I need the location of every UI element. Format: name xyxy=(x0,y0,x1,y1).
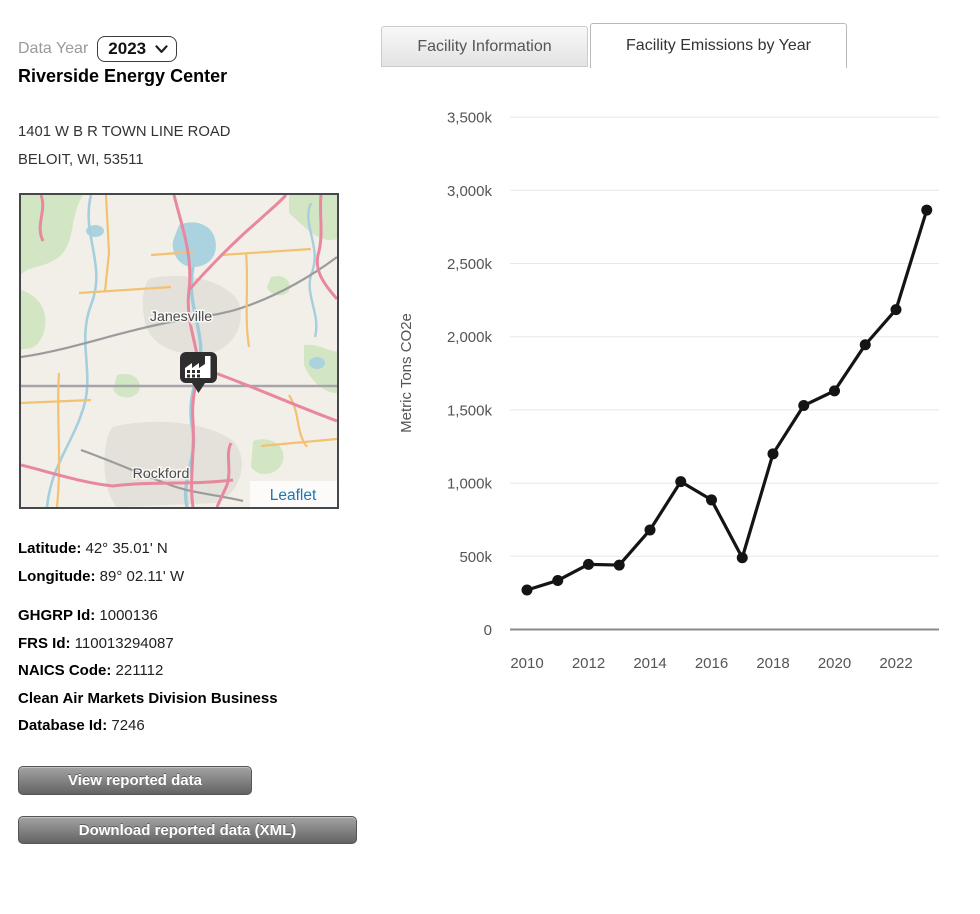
camd-id-label: Clean Air Markets Division Business Data… xyxy=(18,689,278,735)
frs-id-label: FRS Id: xyxy=(18,634,71,652)
svg-text:Metric Tons CO2e: Metric Tons CO2e xyxy=(398,313,415,433)
data-year-select-wrap: 2023 xyxy=(97,36,178,62)
ghgrp-id-value: 1000136 xyxy=(99,607,158,624)
coordinates-block: Latitude: 42° 35.01' N Longitude: 89° 02… xyxy=(18,535,184,591)
emissions-line-chart: 0 500k 1,000k 1,500k 2,000k 2,500k 3,000k 3,500… xyxy=(398,110,939,672)
map-urban-areas xyxy=(104,275,242,507)
svg-text:2018: 2018 xyxy=(756,655,789,672)
svg-text:2020: 2020 xyxy=(818,655,851,672)
view-reported-data-button[interactable]: View reported data xyxy=(18,766,252,795)
svg-text:3,500k: 3,500k xyxy=(447,110,493,127)
facility-location-map[interactable]: Janesville Rockford Leaflet xyxy=(19,193,339,509)
facility-address: 1401 W B R TOWN LINE ROAD BELOIT, WI, 53… xyxy=(18,118,230,174)
camd-id-value: 7246 xyxy=(111,717,145,734)
svg-text:2016: 2016 xyxy=(695,655,728,672)
address-line-2: BELOIT, WI, 53511 xyxy=(18,152,144,168)
identifiers-block: GHGRP Id: 1000136 FRS Id: 110013294087 N… xyxy=(18,602,318,740)
tab-facility-information-label: Facility Information xyxy=(417,37,552,55)
map-orange-roads xyxy=(21,195,337,507)
tab-facility-information[interactable]: Facility Information xyxy=(381,26,588,67)
longitude-value: 89° 02.11' W xyxy=(99,568,185,585)
address-line-1: 1401 W B R TOWN LINE ROAD xyxy=(18,124,231,140)
facility-name: Riverside Energy Center xyxy=(18,66,228,86)
naics-code-label: NAICS Code: xyxy=(18,662,112,679)
longitude-row: Longitude: 89° 02.11' W xyxy=(18,563,184,591)
latitude-value: 42° 35.01' N xyxy=(85,540,168,557)
frs-id-row: FRS Id: 110013294087 xyxy=(18,630,318,658)
svg-text:1,500k: 1,500k xyxy=(447,402,493,419)
svg-text:500k: 500k xyxy=(459,549,492,566)
svg-text:2022: 2022 xyxy=(879,655,912,672)
map-green-areas xyxy=(21,195,337,475)
data-year-row: Data Year 2023 xyxy=(18,36,178,62)
factory-marker-icon[interactable] xyxy=(180,352,217,393)
naics-code-value: 221112 xyxy=(115,662,164,679)
camd-id-row: Clean Air Markets Division Business Data… xyxy=(18,685,318,740)
svg-text:2,000k: 2,000k xyxy=(447,329,493,346)
svg-text:2,500k: 2,500k xyxy=(447,256,493,273)
frs-id-value: 110013294087 xyxy=(74,634,174,652)
tab-facility-emissions-by-year[interactable]: Facility Emissions by Year xyxy=(590,23,847,68)
svg-text:2014: 2014 xyxy=(633,655,666,672)
download-reported-data-button[interactable]: Download reported data (XML) xyxy=(18,816,357,844)
ghgrp-id-label: GHGRP Id: xyxy=(18,607,96,624)
ghgrp-id-row: GHGRP Id: 1000136 xyxy=(18,602,318,630)
data-year-select[interactable]: 2023 xyxy=(97,36,178,62)
naics-code-row: NAICS Code: 221112 xyxy=(18,657,318,685)
map-canvas: Janesville Rockford Leaflet xyxy=(21,195,337,507)
svg-text:3,000k: 3,000k xyxy=(447,183,493,200)
map-label-rockford: Rockford xyxy=(133,466,190,482)
longitude-label: Longitude: xyxy=(18,568,96,585)
latitude-label: Latitude: xyxy=(18,540,82,557)
attribution-bg xyxy=(250,481,337,507)
leaflet-attribution-link[interactable]: Leaflet xyxy=(270,487,317,504)
svg-text:2010: 2010 xyxy=(510,655,543,672)
latitude-row: Latitude: 42° 35.01' N xyxy=(18,535,184,563)
tab-facility-emissions-label: Facility Emissions by Year xyxy=(626,37,811,54)
map-label-janesville: Janesville xyxy=(150,309,212,325)
data-year-label: Data Year xyxy=(18,40,89,57)
svg-text:0: 0 xyxy=(484,622,492,639)
svg-text:2012: 2012 xyxy=(572,655,605,672)
svg-text:1,000k: 1,000k xyxy=(447,476,493,493)
